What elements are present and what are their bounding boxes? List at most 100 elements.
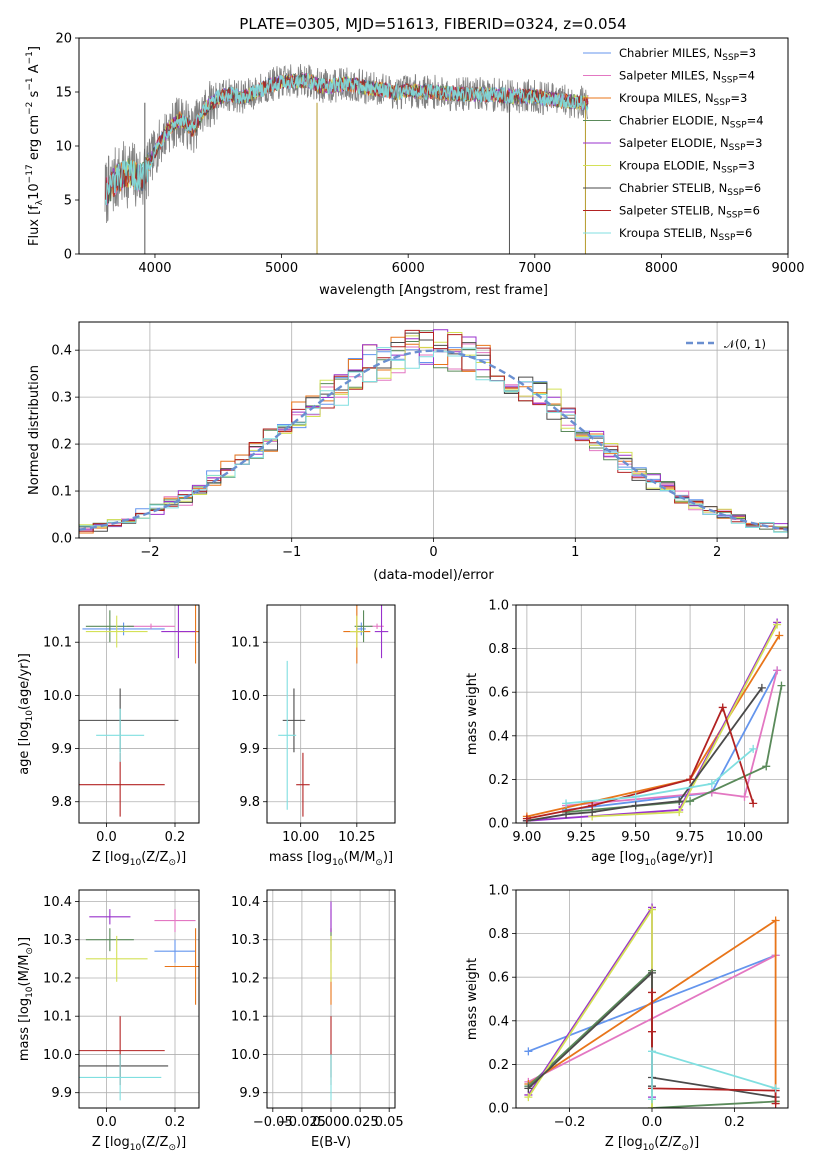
weight-marker xyxy=(648,1104,656,1108)
y-tick-label: 9.9 xyxy=(51,1086,72,1101)
errorbar-point-kroupa-miles xyxy=(164,928,199,1005)
age-vs-metallicity-panel: 0.0 0.2 9.8 9.9 10.0 10.1 Z [log10(Z/Z⊙)] age [… xyxy=(17,604,200,868)
errorbar-point-chabrier-miles xyxy=(154,939,196,963)
plot-area xyxy=(522,618,786,823)
legend-label-gaussian: 𝒩(0, 1) xyxy=(724,337,766,351)
plot-area xyxy=(79,605,199,817)
y-tick-label: 10.0 xyxy=(231,1048,260,1063)
weight-marker xyxy=(771,1099,780,1108)
x-tick-label: 9.00 xyxy=(512,830,541,845)
weight-series-kroupa-stelib xyxy=(562,744,758,808)
weight-marker xyxy=(771,916,780,925)
weight-marker xyxy=(588,801,597,810)
weight-marker xyxy=(749,744,758,753)
weight-marker xyxy=(686,797,695,806)
x-tick-label: 10.00 xyxy=(282,830,319,845)
weight-series-chabrier-stelib xyxy=(522,683,766,823)
y-tick-label: 10 xyxy=(55,140,72,155)
errorbar-point-salpeter-stelib xyxy=(79,752,165,817)
x-axis-label: (data-model)/error xyxy=(373,568,494,583)
plot-area xyxy=(278,605,389,817)
weight-marker xyxy=(773,666,782,675)
x-axis-label: E(B-V) xyxy=(311,1135,351,1150)
weight-marker xyxy=(524,1047,533,1056)
plot-area xyxy=(524,903,780,1108)
weight-marker xyxy=(777,681,786,690)
mass-vs-metallicity-panel: 0.0 0.2 9.9 10.0 10.1 10.2 10.3 10.4 Z [log10(Z/… xyxy=(17,889,200,1153)
errorbar-point-salpeter-miles xyxy=(127,623,175,629)
errorbar-point-kroupa-elodie xyxy=(85,935,148,982)
y-tick-label: 0.6 xyxy=(488,971,509,986)
weight-line xyxy=(527,906,653,1108)
weight-marker xyxy=(648,1095,656,1104)
weight-marker xyxy=(648,905,656,914)
axes-frame xyxy=(78,604,200,824)
errorbar-point-chabrier-elodie xyxy=(354,610,373,643)
chart-title: PLATE=0305, MJD=51613, FIBERID=0324, z=0… xyxy=(239,15,626,33)
weight-marker xyxy=(648,988,656,997)
weight-vs-age-panel: 9.00 9.25 9.50 9.75 10.00 0.0 0.2 0.4 0.6 0.8 1.0 a… xyxy=(465,599,789,868)
y-tick-label: 0.1 xyxy=(51,485,72,500)
weight-vs-metallicity-panel: −0.2 0.0 0.2 0.0 0.2 0.4 0.6 0.8 1.0 Z [log10(Z/Z… xyxy=(465,884,789,1153)
y-tick-label: 1.0 xyxy=(488,884,509,899)
y-tick-label: 15 xyxy=(55,86,72,101)
x-tick-label: 10.00 xyxy=(726,830,763,845)
weight-marker xyxy=(562,799,571,808)
x-tick-label: 0.0 xyxy=(642,1115,663,1130)
x-tick-label: 5000 xyxy=(265,261,298,276)
legend-label-salpeter-miles: Salpeter MILES, NSSP=4 xyxy=(619,69,755,86)
weight-marker xyxy=(707,779,716,788)
y-tick-label: 9.8 xyxy=(51,795,72,810)
y-tick-label: 20 xyxy=(55,32,72,47)
age-vs-mass-panel: 10.00 10.25 9.8 9.9 10.0 10.1 mass [log10(M/M⊙… xyxy=(231,604,396,868)
x-tick-label: 9.50 xyxy=(621,830,650,845)
y-tick-label: 10.1 xyxy=(43,1010,72,1025)
weight-series-salpeter-stelib xyxy=(522,703,758,823)
y-tick-label: 0.4 xyxy=(488,1014,509,1029)
weight-marker xyxy=(773,620,782,629)
x-tick-label: −0.2 xyxy=(554,1115,586,1130)
legend-label-chabrier-miles: Chabrier MILES, NSSP=3 xyxy=(619,46,756,63)
errorbar-point-kroupa-stelib xyxy=(278,660,297,810)
axes-frame xyxy=(78,37,789,255)
errorbar-point-kroupa-elodie xyxy=(350,615,364,648)
errorbar-point-salpeter-elodie xyxy=(89,909,131,925)
y-tick-label: 0.8 xyxy=(488,642,509,657)
weight-line xyxy=(651,1050,776,1100)
weight-series-kroupa-elodie xyxy=(588,620,782,821)
histogram-kroupa-stelib xyxy=(79,347,788,536)
x-tick-label: 2 xyxy=(713,545,721,560)
weight-marker xyxy=(631,801,640,810)
y-tick-label: 0.0 xyxy=(488,1102,509,1117)
y-tick-label: 0.2 xyxy=(488,1058,509,1073)
x-tick-label: 9.75 xyxy=(676,830,705,845)
y-tick-label: 10.0 xyxy=(43,1048,72,1063)
weight-marker xyxy=(762,762,771,771)
axes-frame xyxy=(78,321,789,539)
x-tick-label: 0.2 xyxy=(165,830,186,845)
x-tick-label: 10.25 xyxy=(338,830,375,845)
x-tick-label: −2 xyxy=(140,545,159,560)
errorbar-point-salpeter-miles xyxy=(154,909,196,933)
errorbar-point-salpeter-elodie xyxy=(161,605,196,659)
weight-marker xyxy=(522,814,531,823)
y-tick-label: 10.0 xyxy=(43,689,72,704)
y-tick-label: 0.2 xyxy=(488,773,509,788)
y-tick-label: 10.4 xyxy=(43,895,72,910)
legend-label-kroupa-stelib: Kroupa STELIB, NSSP=6 xyxy=(619,226,752,243)
legend-label-kroupa-miles: Kroupa MILES, NSSP=3 xyxy=(619,91,747,108)
x-tick-label: 9000 xyxy=(771,261,804,276)
weight-series-kroupa-stelib xyxy=(648,1047,780,1104)
x-tick-label: 0.2 xyxy=(165,1115,186,1130)
y-tick-label: 9.9 xyxy=(239,742,260,757)
axes-frame xyxy=(266,604,396,824)
weight-line xyxy=(565,748,754,805)
y-tick-label: 10.2 xyxy=(43,971,72,986)
weight-marker xyxy=(775,631,784,640)
weight-marker xyxy=(749,799,758,808)
y-axis-label: Normed distribution xyxy=(27,365,42,495)
y-axis-label: mass weight xyxy=(465,673,480,755)
weight-marker xyxy=(771,1084,780,1093)
axes-frame xyxy=(78,889,200,1109)
